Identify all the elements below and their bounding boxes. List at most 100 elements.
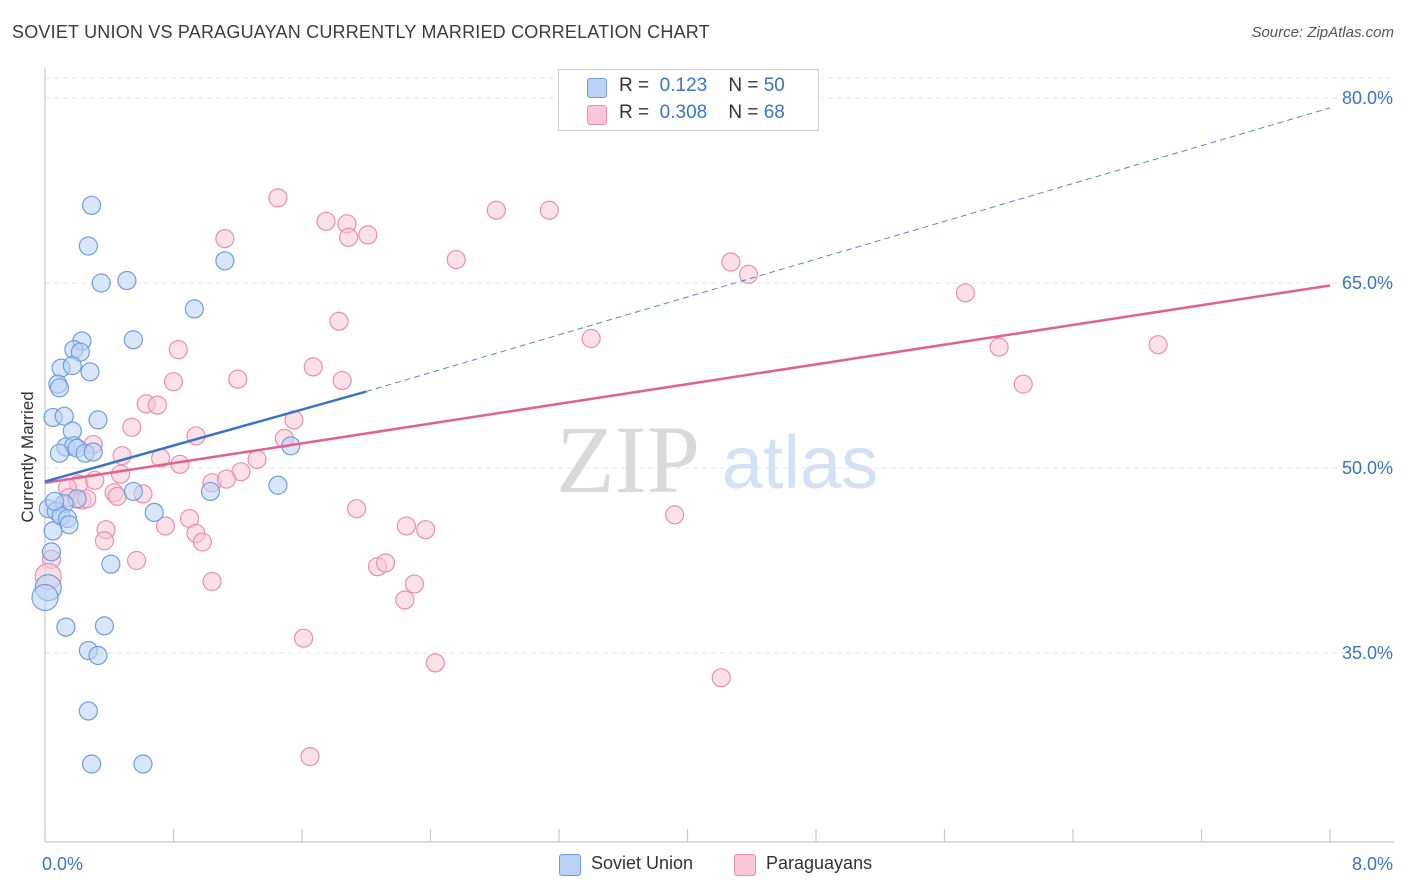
- soviet-union-point: [54, 406, 74, 426]
- soviet-union-trend-line: [44, 390, 367, 483]
- soviet-union-point: [117, 270, 137, 291]
- paraguayans-trend-line: [44, 284, 1331, 485]
- paraguayans-point: [581, 328, 601, 349]
- paraguayans-point: [303, 357, 323, 377]
- paraguayans-point: [332, 370, 352, 391]
- paraguayans-point: [738, 264, 759, 284]
- series-legend: Soviet Union Paraguayans: [0, 852, 1406, 878]
- paraguayans-point: [358, 225, 378, 245]
- legend-n-value: 50: [763, 75, 785, 96]
- paraguayans-point: [955, 283, 975, 303]
- watermark-zip: ZIP: [556, 406, 700, 513]
- paraguayans-point: [347, 499, 367, 519]
- y-axis-label: Currently Married: [18, 391, 37, 523]
- soviet-union-point: [215, 251, 235, 271]
- y-tick-label: 65.0%: [1342, 273, 1393, 293]
- paraguayans-point: [107, 486, 127, 506]
- watermark-atlas: atlas: [722, 421, 878, 504]
- soviet-union-point: [144, 502, 164, 523]
- soviet-union-point: [43, 521, 63, 541]
- soviet-union-points: [31, 195, 301, 774]
- paraguayans-point: [126, 550, 147, 571]
- watermark: ZIP atlas: [556, 406, 878, 513]
- legend-n-label: N =: [728, 75, 759, 96]
- soviet-union-point: [94, 616, 115, 636]
- legend-r-label: R =: [619, 102, 650, 123]
- legend-swatch-blue: [587, 78, 607, 98]
- legend-n-value: 68: [763, 102, 785, 123]
- paraguayans-point: [147, 395, 168, 415]
- paraguayans-point: [1148, 335, 1168, 355]
- soviet-union-point: [78, 236, 98, 256]
- soviet-union-point: [31, 583, 59, 612]
- legend-swatch-pink: [587, 105, 607, 125]
- paraguayans-point: [168, 340, 188, 360]
- paraguayans-point: [228, 369, 248, 389]
- y-tick-label: 80.0%: [1342, 88, 1393, 108]
- soviet-union-point: [81, 754, 102, 774]
- soviet-union-point: [59, 515, 79, 535]
- soviet-union-point: [133, 754, 153, 774]
- soviet-union-point: [81, 195, 102, 215]
- source-label: Source: ZipAtlas.com: [1251, 24, 1394, 41]
- paraguayans-point: [316, 211, 336, 231]
- soviet-union-point: [88, 645, 108, 666]
- paraguayans-point: [215, 229, 235, 249]
- soviet-union-point: [200, 481, 221, 502]
- soviet-union-point: [78, 701, 98, 721]
- soviet-union-point: [101, 554, 121, 574]
- soviet-union-point: [184, 299, 204, 319]
- paraguayans-point: [395, 590, 415, 610]
- paraguayans-point: [192, 532, 213, 552]
- y-tick-label: 50.0%: [1342, 458, 1393, 478]
- tick-labels: 35.0% 50.0% 65.0% 80.0% 0.0% 8.0%: [42, 88, 1393, 874]
- paraguayans-point: [202, 571, 222, 592]
- soviet-union-point: [45, 491, 65, 511]
- legend-r-value: 0.308: [659, 102, 708, 123]
- paraguayans-point: [163, 372, 184, 392]
- paraguayans-point: [375, 553, 396, 573]
- soviet-union-trend-extension: [366, 107, 1331, 393]
- paraguayans-point: [665, 505, 685, 525]
- paraguayans-point: [711, 668, 731, 688]
- soviet-union-point: [41, 542, 62, 562]
- soviet-union-point: [123, 481, 143, 502]
- paraguayans-point: [268, 188, 288, 208]
- paraguayans-point: [1013, 374, 1033, 394]
- correlation-legend: R = 0.123 N = 50 R = 0.308 N = 68: [558, 69, 819, 131]
- legend-label: Paraguayans: [766, 853, 873, 873]
- paraguayans-point: [110, 464, 131, 484]
- soviet-union-point: [123, 330, 143, 350]
- paraguayans-point: [338, 227, 359, 247]
- soviet-union-point: [88, 410, 108, 430]
- soviet-union-point: [268, 475, 288, 495]
- legend-r-value: 0.123: [659, 75, 708, 96]
- paraguayans-point: [539, 200, 559, 220]
- trend-lines: [44, 107, 1331, 485]
- legend-label: Soviet Union: [591, 853, 694, 873]
- x-tick-label: 8.0%: [1352, 854, 1393, 874]
- paraguayans-point: [300, 746, 320, 767]
- soviet-union-point: [49, 378, 70, 398]
- paraguayans-point: [247, 449, 267, 469]
- paraguayans-point: [396, 516, 417, 536]
- paraguayans-point: [216, 469, 237, 489]
- paraguayans-point: [416, 520, 436, 540]
- axes: [44, 68, 1394, 843]
- paraguayans-point: [446, 249, 466, 270]
- soviet-union-point: [80, 362, 100, 382]
- paraguayans-point: [721, 252, 741, 272]
- soviet-union-point: [56, 617, 76, 637]
- soviet-union-point: [49, 443, 70, 463]
- paraguayans-point: [486, 200, 506, 220]
- paraguayans-point: [425, 653, 445, 673]
- legend-r-label: R =: [619, 75, 650, 96]
- paraguayans-point: [329, 311, 349, 331]
- paraguayans-point: [989, 337, 1009, 357]
- paraguayans-point: [94, 531, 115, 551]
- legend-swatch-blue: [559, 854, 581, 876]
- chart-title: SOVIET UNION VS PARAGUAYAN CURRENTLY MAR…: [12, 22, 710, 42]
- paraguayans-point: [294, 628, 314, 648]
- paraguayans-point: [155, 516, 176, 536]
